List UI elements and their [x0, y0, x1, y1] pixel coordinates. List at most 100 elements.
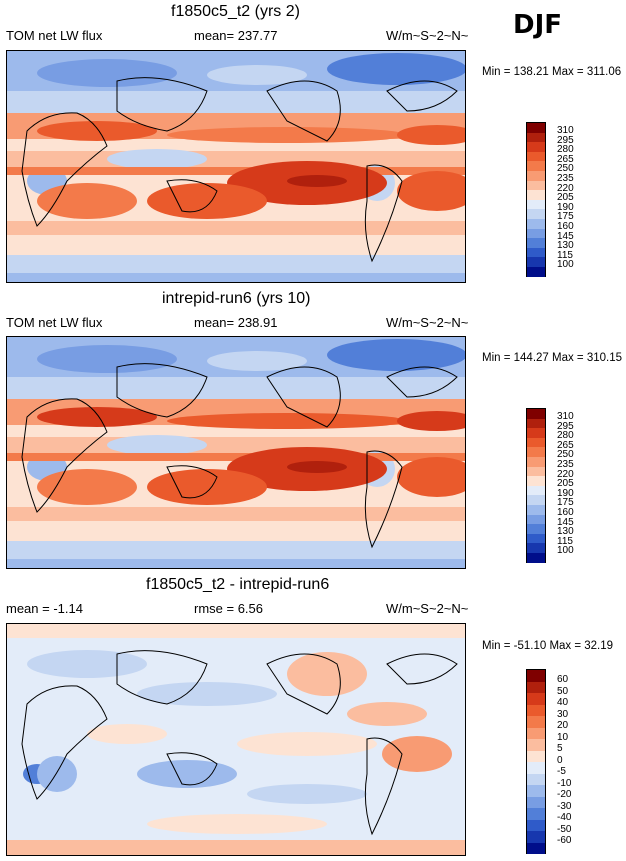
colorbar-tick-label: 5 [557, 743, 563, 754]
colorbar-swatch [527, 552, 545, 563]
colorbar-tick-label: 205 [557, 478, 574, 489]
colorbar-swatch [527, 808, 545, 820]
colorbar-swatch [527, 524, 545, 534]
colorbar-tick-label: 40 [557, 697, 569, 708]
colorbar-tick-label: 160 [557, 221, 574, 232]
panel-1-mean-label: mean= 237.77 [194, 28, 278, 43]
colorbar-swatch [527, 190, 545, 200]
colorbar-swatch [527, 842, 545, 854]
colorbar-swatch [527, 681, 545, 693]
colorbar-tick-label: -20 [557, 789, 572, 800]
colorbar-swatch [527, 514, 545, 525]
panel-3-colorbar [526, 669, 546, 854]
panel-2-variable-label: TOM net LW flux [6, 315, 103, 330]
colorbar-tick-label: 100 [557, 259, 574, 270]
colorbar-tick-label: 250 [557, 449, 574, 460]
colorbar-tick-label: -5 [557, 766, 566, 777]
colorbar-swatch [527, 762, 545, 774]
colorbar-swatch [527, 476, 545, 486]
colorbar-tick-label: 160 [557, 507, 574, 518]
colorbar-swatch [527, 785, 545, 797]
colorbar-tick-label: 130 [557, 526, 574, 537]
colorbar-swatch [527, 170, 545, 181]
colorbar-swatch [527, 209, 545, 219]
colorbar-tick-label: -40 [557, 812, 572, 823]
panel-2-mean-label: mean= 238.91 [194, 315, 278, 330]
colorbar-swatch [527, 180, 545, 191]
colorbar-tick-label: 50 [557, 686, 569, 697]
colorbar-tick-label: 60 [557, 674, 569, 685]
colorbar-tick-label: 295 [557, 421, 574, 432]
colorbar-tick-label: -10 [557, 778, 572, 789]
colorbar-tick-label: 235 [557, 173, 574, 184]
colorbar-swatch [527, 218, 545, 229]
colorbar-swatch [527, 161, 545, 171]
colorbar-tick-label: 280 [557, 144, 574, 155]
colorbar-tick-label: 205 [557, 192, 574, 203]
colorbar-swatch [527, 727, 545, 739]
colorbar-swatch [527, 704, 545, 716]
panel-1-map [6, 50, 466, 283]
colorbar-tick-label: 145 [557, 517, 574, 528]
colorbar-tick-label: 0 [557, 755, 563, 766]
colorbar-tick-label: 175 [557, 211, 574, 222]
panel-2-colorbar [526, 408, 546, 563]
colorbar-swatch [527, 199, 545, 210]
colorbar-swatch [527, 543, 545, 553]
colorbar-tick-label: 190 [557, 488, 574, 499]
colorbar-swatch [527, 750, 545, 762]
colorbar-tick-label: 100 [557, 545, 574, 556]
panel-3-mean-label: mean = -1.14 [6, 601, 83, 616]
colorbar-swatch [527, 739, 545, 751]
colorbar-swatch [527, 142, 545, 152]
colorbar-swatch [527, 437, 545, 448]
colorbar-tick-label: 130 [557, 240, 574, 251]
colorbar-tick-label: -60 [557, 835, 572, 846]
colorbar-swatch [527, 238, 545, 248]
colorbar-swatch [527, 409, 545, 419]
panel-1-minmax: Min = 138.21 Max = 311.06 [482, 66, 622, 78]
colorbar-swatch [527, 151, 545, 162]
colorbar-swatch [527, 831, 545, 843]
panel-1-variable-label: TOM net LW flux [6, 28, 103, 43]
colorbar-tick-label: 265 [557, 154, 574, 165]
panel-3-minmax: Min = -51.10 Max = 32.19 [482, 640, 614, 652]
colorbar-swatch [527, 257, 545, 267]
colorbar-swatch [527, 132, 545, 143]
season-label: DJF [513, 10, 563, 40]
colorbar-swatch [527, 456, 545, 467]
colorbar-swatch [527, 796, 545, 808]
panel-2-title: intrepid-run6 (yrs 10) [162, 290, 311, 307]
colorbar-swatch [527, 447, 545, 457]
colorbar-swatch [527, 773, 545, 785]
colorbar-tick-label: 20 [557, 720, 569, 731]
panel-2-units-label: W/m~S~2~N~ [386, 315, 469, 330]
colorbar-tick-label: 115 [557, 250, 573, 261]
colorbar-tick-label: 295 [557, 135, 574, 146]
colorbar-tick-label: -50 [557, 824, 572, 835]
panel-2-map [6, 336, 466, 569]
colorbar-tick-label: 30 [557, 709, 569, 720]
colorbar-tick-label: 235 [557, 459, 574, 470]
colorbar-swatch [527, 266, 545, 277]
colorbar-tick-label: 190 [557, 202, 574, 213]
colorbar-tick-label: 220 [557, 183, 574, 194]
colorbar-tick-label: 10 [557, 732, 569, 743]
colorbar-swatch [527, 485, 545, 496]
colorbar-swatch [527, 495, 545, 505]
colorbar-swatch [527, 504, 545, 515]
panel-3-title: f1850c5_t2 - intrepid-run6 [146, 576, 330, 593]
colorbar-swatch [527, 228, 545, 239]
panel-3-rmse-label: rmse = 6.56 [194, 601, 264, 616]
colorbar-swatch [527, 247, 545, 258]
colorbar-swatch [527, 716, 545, 728]
panel-1-units-label: W/m~S~2~N~ [386, 28, 469, 43]
panel-1-title: f1850c5_t2 (yrs 2) [171, 3, 300, 20]
colorbar-tick-label: 280 [557, 430, 574, 441]
panel-1-colorbar [526, 122, 546, 277]
panel-3-units-label: W/m~S~2~N~ [386, 601, 469, 616]
panel-2-minmax: Min = 144.27 Max = 310.15 [482, 352, 623, 364]
colorbar-swatch [527, 418, 545, 429]
colorbar-swatch [527, 466, 545, 477]
colorbar-tick-label: 220 [557, 469, 574, 480]
